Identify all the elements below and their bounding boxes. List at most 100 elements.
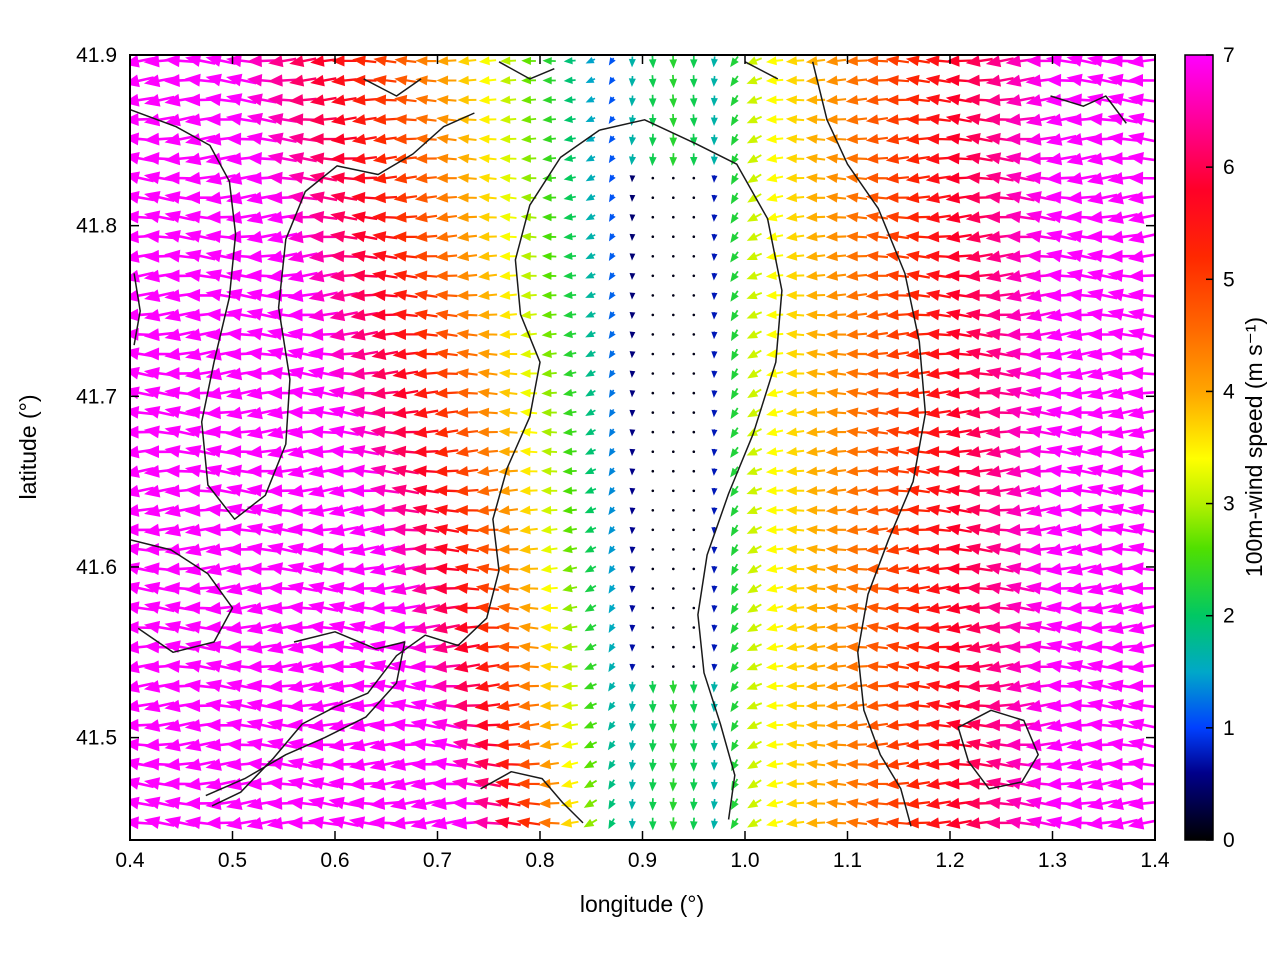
wind-arrow: [454, 563, 480, 575]
wind-arrow: [452, 757, 482, 771]
wind-arrow: [412, 523, 440, 536]
wind-arrow: [785, 232, 805, 242]
wind-arrow: [925, 152, 951, 165]
wind-arrow: [985, 699, 1014, 712]
wind-arrow: [390, 797, 421, 811]
y-tick-label: 41.5: [76, 727, 117, 750]
wind-arrow: [436, 75, 457, 86]
wind-arrow: [499, 76, 517, 85]
colorbar-tick-label: 4: [1223, 380, 1235, 403]
wind-arrow: [845, 563, 868, 574]
wind-arrow: [945, 660, 972, 673]
wind-arrow: [562, 408, 577, 417]
wind-arrow: [478, 95, 497, 105]
wind-arrow: [521, 134, 537, 144]
wind-arrow: [766, 173, 784, 183]
wind-arrow: [965, 446, 993, 458]
wind-arrow: [730, 622, 739, 635]
wind-arrow: [1005, 386, 1035, 399]
wind-dot: [692, 352, 696, 356]
wind-arrow: [246, 523, 277, 536]
wind-arrow: [390, 679, 421, 693]
wind-arrow: [539, 700, 559, 711]
wind-arrow: [766, 193, 784, 202]
wind-arrow: [905, 387, 931, 399]
wind-arrow: [628, 56, 636, 68]
wind-arrow: [328, 504, 359, 517]
wind-arrow: [905, 563, 930, 575]
wind-arrow: [369, 484, 400, 497]
wind-arrow: [925, 543, 951, 556]
wind-dot: [692, 567, 696, 571]
wind-arrow: [331, 94, 357, 106]
wind-arrow: [1025, 210, 1056, 224]
wind-arrow: [584, 662, 597, 670]
wind-arrow: [496, 641, 520, 653]
wind-arrow: [1087, 582, 1118, 596]
wind-arrow: [965, 738, 993, 751]
wind-arrow: [965, 74, 993, 87]
wind-arrow: [629, 663, 636, 672]
wind-arrow: [629, 409, 636, 417]
wind-arrow: [562, 388, 577, 397]
wind-arrow: [499, 95, 517, 105]
wind-arrow: [516, 817, 541, 829]
wind-arrow: [267, 230, 298, 244]
wind-arrow: [730, 661, 739, 673]
wind-arrow: [456, 309, 478, 320]
wind-arrow: [164, 308, 195, 322]
wind-arrow: [845, 485, 868, 496]
wind-arrow: [518, 564, 539, 574]
wind-arrow: [885, 817, 910, 829]
wind-arrow: [205, 367, 236, 381]
wind-dot: [692, 176, 696, 180]
wind-arrow: [649, 720, 657, 733]
wind-arrow: [648, 55, 657, 69]
wind-arrow: [711, 468, 718, 476]
wind-arrow: [184, 777, 216, 791]
wind-arrow: [436, 114, 457, 125]
wind-arrow: [825, 524, 847, 535]
wind-arrow: [785, 505, 805, 515]
wind-arrow: [350, 348, 379, 361]
wind-arrow: [1025, 620, 1056, 634]
wind-arrow: [746, 701, 763, 710]
wind-arrow: [287, 366, 318, 380]
wind-arrow: [1127, 73, 1155, 87]
wind-arrow: [825, 818, 847, 828]
wind-arrow: [288, 171, 318, 184]
wind-arrow: [144, 405, 175, 419]
wind-arrow: [562, 506, 577, 515]
wind-arrow: [690, 778, 698, 792]
wind-arrow: [433, 504, 459, 516]
wind-arrow: [905, 289, 931, 301]
wind-arrow: [130, 581, 154, 595]
wind-arrow: [541, 213, 557, 222]
wind-arrow: [885, 114, 910, 125]
wind-arrow: [805, 290, 826, 301]
wind-arrow: [669, 74, 678, 89]
wind-arrow: [711, 253, 718, 262]
wind-arrow: [498, 349, 518, 359]
wind-arrow: [561, 681, 578, 691]
wind-arrow: [711, 214, 718, 222]
wind-arrow: [584, 506, 597, 514]
wind-arrow: [287, 660, 318, 674]
wind-arrow: [1046, 738, 1077, 752]
wind-arrow: [519, 486, 538, 496]
wind-arrow: [1005, 777, 1035, 790]
wind-arrow: [608, 389, 616, 398]
wind-arrow: [747, 154, 762, 164]
wind-arrow: [690, 153, 698, 167]
wind-arrow: [583, 721, 598, 729]
wind-arrow: [540, 603, 558, 613]
wind-arrow: [520, 173, 537, 183]
wind-arrow: [130, 74, 154, 88]
wind-arrow: [845, 212, 868, 223]
wind-arrow: [785, 662, 805, 672]
wind-arrow: [945, 602, 972, 614]
wind-arrow: [965, 758, 993, 770]
wind-arrow: [164, 738, 195, 752]
wind-arrow: [414, 231, 438, 243]
wind-arrow: [563, 193, 576, 201]
